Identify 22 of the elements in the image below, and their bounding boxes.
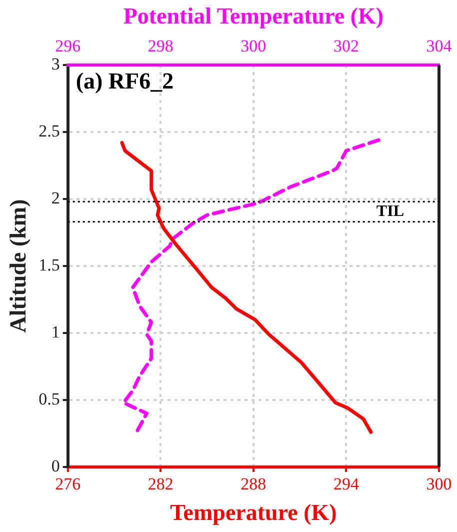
y-tick-label: 0 <box>51 456 60 476</box>
x-tick-label: 288 <box>240 474 266 494</box>
y-tick-label: 1.5 <box>38 255 60 274</box>
y-tick-label: 2.5 <box>38 121 60 140</box>
x-tick-label: 300 <box>426 474 452 494</box>
ref-line-label: TIL <box>376 202 404 220</box>
x-tick-label: 294 <box>333 474 360 494</box>
x-tick-label: 276 <box>55 474 81 494</box>
y-tick-label: 2 <box>51 188 60 208</box>
x2-tick-label: 300 <box>240 36 266 56</box>
x2-tick-label: 304 <box>426 36 452 56</box>
annotation: (a) RF6_2 <box>76 68 174 94</box>
x2-tick-label: 296 <box>55 36 81 56</box>
x-tick-label: 282 <box>148 474 174 494</box>
y-tick-label: 0.5 <box>38 389 60 408</box>
x2-axis-title: Potential Temperature (K) <box>123 4 384 29</box>
x2-tick-label: 302 <box>333 36 359 56</box>
x2-tick-label: 298 <box>148 36 174 56</box>
x-axis-title: Temperature (K) <box>170 500 337 526</box>
y-tick-label: 1 <box>51 322 60 342</box>
y-tick-label: 3 <box>51 54 60 74</box>
y-axis-title: Altitude (km) <box>6 199 31 333</box>
